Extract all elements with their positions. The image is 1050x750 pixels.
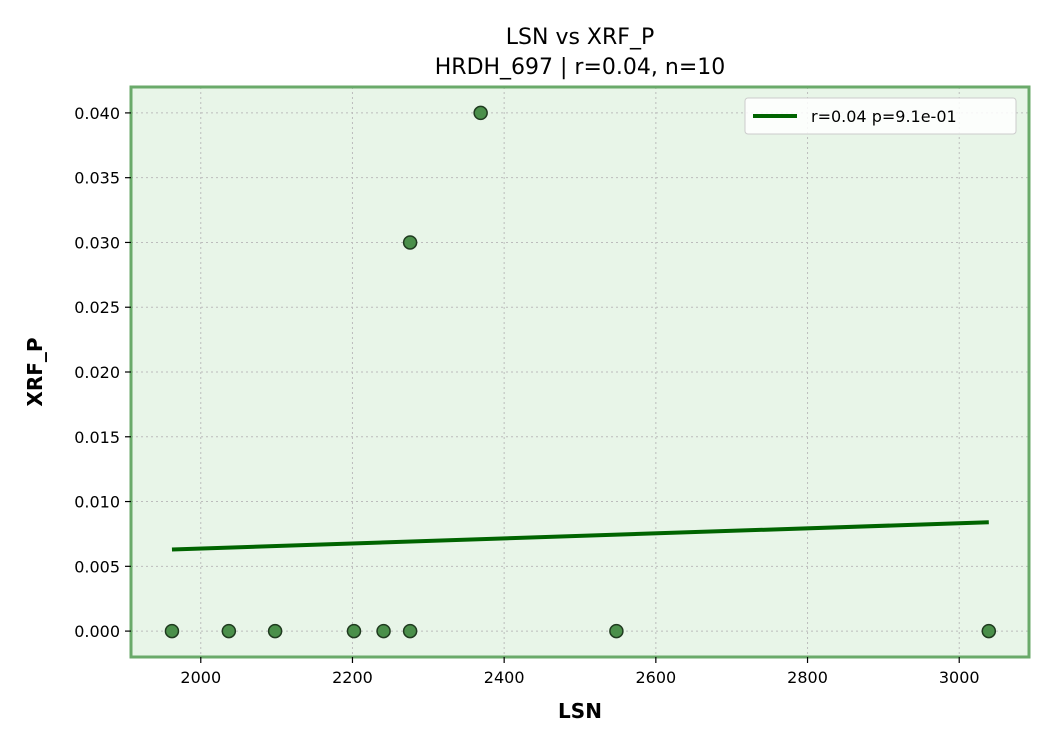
data-point <box>376 623 391 639</box>
data-point <box>221 623 237 639</box>
data-point <box>346 623 362 639</box>
y-axis-label: XRF_P <box>23 337 47 406</box>
y-tick-label: 0.010 <box>74 493 120 512</box>
x-axis-label: LSN <box>558 699 602 723</box>
y-tick-label: 0.035 <box>74 169 120 188</box>
y-tick-label: 0.015 <box>74 428 120 447</box>
data-point <box>164 623 180 639</box>
legend-entry-fit-line: r=0.04 p=9.1e-01 <box>811 107 957 126</box>
x-tick-label: 2400 <box>484 668 525 687</box>
legend: r=0.04 p=9.1e-01 <box>744 97 1017 135</box>
y-tick-label: 0.005 <box>74 557 120 576</box>
x-tick-label: 3000 <box>939 668 980 687</box>
data-point <box>267 623 283 639</box>
y-tick-label: 0.025 <box>74 298 120 317</box>
y-tick-label: 0.030 <box>74 233 120 252</box>
y-tick-label: 0.020 <box>74 363 120 382</box>
chart-subtitle: HRDH_697 | r=0.04, n=10 <box>435 55 726 80</box>
data-point <box>402 623 418 639</box>
data-point <box>981 623 997 639</box>
legend-box <box>744 97 1017 135</box>
fit-line <box>171 520 989 552</box>
fit-line-group <box>171 520 989 552</box>
x-tick-label: 2000 <box>180 668 221 687</box>
data-point <box>609 623 624 639</box>
plot-area <box>131 87 1029 657</box>
grid-lines <box>131 87 1029 657</box>
x-tick-label: 2200 <box>332 668 373 687</box>
data-point <box>473 105 488 121</box>
y-tick-label: 0.040 <box>74 104 120 123</box>
chart-title: LSN vs XRF_P <box>506 25 654 50</box>
y-tick-label: 0.000 <box>74 622 120 641</box>
x-axis-ticks: 2000 2200 2400 2600 2800 3000 <box>180 657 980 687</box>
y-axis-ticks: 0.000 0.005 0.010 0.015 0.020 0.025 0.030 0.035… <box>74 104 131 641</box>
x-tick-label: 2800 <box>787 668 828 687</box>
x-tick-label: 2600 <box>635 668 676 687</box>
data-point <box>402 235 418 250</box>
data-points <box>164 105 997 639</box>
